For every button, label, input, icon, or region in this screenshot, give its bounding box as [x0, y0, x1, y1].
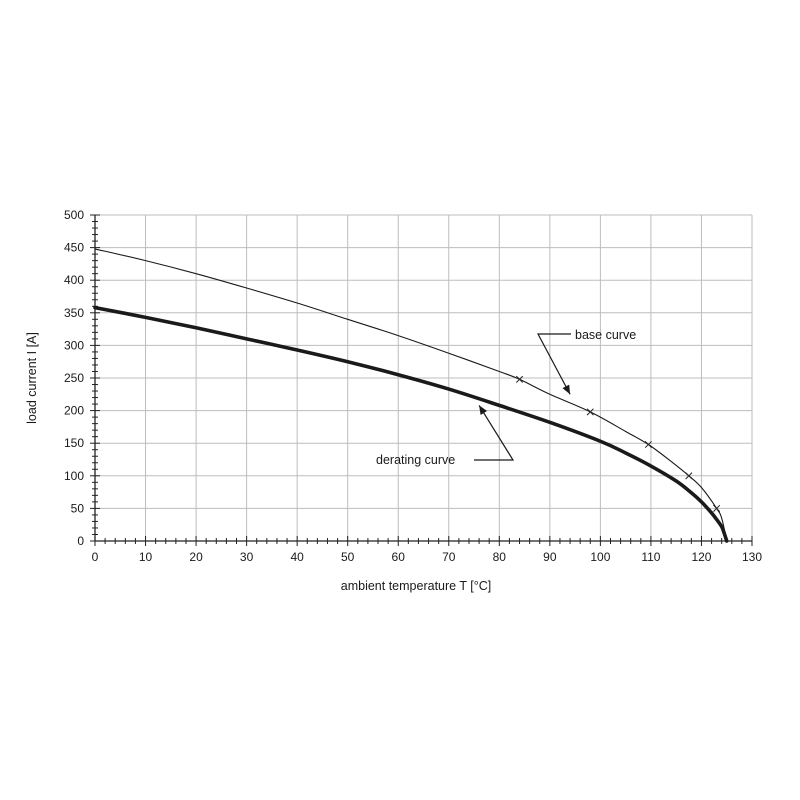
grid	[94, 214, 753, 542]
y-tick-label: 500	[64, 208, 84, 222]
y-tick-label: 100	[64, 469, 84, 483]
derating-curve-label: derating curve	[376, 453, 455, 467]
series-lines	[93, 248, 729, 543]
y-tick-label: 250	[64, 371, 84, 385]
base-curve-leader	[537, 333, 571, 395]
base-curve-markers	[515, 375, 721, 512]
y-tick-label: 50	[71, 501, 85, 515]
base-curve-label: base curve	[575, 328, 636, 342]
y-axis-title: load current I [A]	[25, 332, 39, 424]
y-tick-label: 0	[77, 534, 84, 548]
x-tick-label: 40	[290, 550, 304, 564]
base-curve-marker	[515, 375, 524, 383]
x-tick-label: 70	[442, 550, 456, 564]
x-tick-label: 90	[543, 550, 557, 564]
x-tick-label: 60	[392, 550, 406, 564]
base-curve-line	[94, 248, 728, 542]
y-tick-label: 400	[64, 273, 84, 287]
x-tick-label: 130	[742, 550, 762, 564]
x-tick-label: 100	[590, 550, 610, 564]
y-tick-label: 150	[64, 436, 84, 450]
x-tick-label: 80	[493, 550, 507, 564]
annotations: base curve derating curve	[376, 328, 636, 467]
x-tick-label: 110	[641, 550, 660, 564]
base-curve-marker	[685, 472, 693, 480]
derating-curve-leader-head	[479, 405, 488, 416]
base-curve-marker	[644, 440, 652, 449]
x-tick-label: 0	[92, 550, 99, 564]
x-tick-label: 30	[240, 550, 254, 564]
base-curve-marker	[713, 504, 721, 512]
x-tick-label: 50	[341, 550, 355, 564]
base-curve-leader-head	[562, 384, 571, 395]
y-tick-label: 450	[64, 241, 84, 255]
x-tick-label: 10	[139, 550, 153, 564]
axes	[90, 214, 753, 546]
y-tick-label: 350	[64, 306, 84, 320]
x-tick-label: 20	[189, 550, 203, 564]
y-tick-labels: 0 50 100 150 200 250 300 350 400 450 500	[64, 208, 84, 548]
derating-curve-line	[93, 305, 729, 543]
y-tick-label: 300	[64, 338, 84, 352]
derating-curve-leader	[474, 405, 515, 461]
base-curve-marker	[586, 408, 594, 416]
x-tick-labels: 0 10 20 30 40 50 60 70 80 90 100 110 120 130	[92, 550, 763, 564]
x-axis-title: ambient temperature T [°C]	[341, 579, 491, 593]
y-tick-label: 200	[64, 404, 84, 418]
x-tick-label: 120	[691, 550, 711, 564]
